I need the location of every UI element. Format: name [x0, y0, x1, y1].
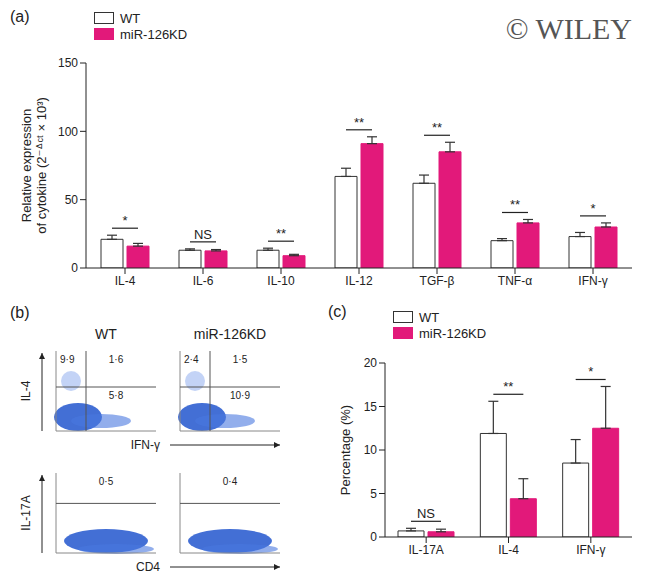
html-text:(c): (c) [328, 303, 347, 320]
svg-text:1·5: 1·5 [233, 354, 248, 365]
svg-text:NS: NS [194, 227, 212, 242]
svg-text:20: 20 [364, 356, 378, 370]
svg-text:**: ** [510, 197, 520, 212]
svg-text:IL-10: IL-10 [267, 274, 295, 288]
html-text:WT: WT [419, 309, 440, 325]
svg-text:CD4: CD4 [136, 560, 160, 572]
svg-text:TGF-β: TGF-β [420, 274, 455, 288]
svg-text:IFN-γ: IFN-γ [576, 543, 605, 557]
svg-text:10·9: 10·9 [230, 390, 250, 401]
svg-text:TNF-α: TNF-α [498, 274, 532, 288]
svg-text:**: ** [432, 120, 442, 135]
svg-text:IL-17A: IL-17A [408, 543, 443, 557]
svg-text:9·9: 9·9 [60, 354, 75, 365]
svg-text:15: 15 [364, 400, 378, 414]
svg-text:IL-17A: IL-17A [19, 495, 33, 530]
svg-text:miR-126KD: miR-126KD [194, 326, 266, 342]
svg-text:50: 50 [65, 193, 79, 207]
svg-text:150: 150 [58, 56, 78, 70]
svg-text:IFN-γ: IFN-γ [131, 438, 160, 452]
svg-text:*: * [588, 364, 593, 379]
svg-text:IL-4: IL-4 [498, 543, 519, 557]
svg-text:0·5: 0·5 [99, 476, 114, 487]
html-text:© WILEY: © WILEY [505, 12, 632, 45]
svg-text:**: ** [354, 115, 364, 130]
svg-text:IL-4: IL-4 [115, 274, 136, 288]
svg-text:WT: WT [95, 326, 117, 342]
svg-text:2·4: 2·4 [184, 354, 199, 365]
svg-text:**: ** [276, 226, 286, 241]
svg-text:IL-12: IL-12 [345, 274, 373, 288]
svg-text:0: 0 [71, 261, 78, 275]
html-text:miR-126KD: miR-126KD [419, 325, 487, 341]
svg-text:**: ** [503, 379, 513, 394]
svg-text:1·6: 1·6 [109, 354, 124, 365]
svg-text:Percentage (%): Percentage (%) [338, 405, 353, 495]
svg-text:(b): (b) [10, 304, 30, 321]
svg-text:0: 0 [370, 530, 377, 544]
svg-text:10: 10 [364, 443, 378, 457]
svg-text:Relative expressionof cytokine: Relative expressionof cytokine (2⁻ᐞᶜᵗ × … [19, 97, 49, 234]
svg-text:IFN-γ: IFN-γ [578, 274, 607, 288]
svg-text:*: * [122, 213, 127, 228]
svg-text:IL-4: IL-4 [19, 380, 33, 401]
html-text:(a): (a) [10, 8, 30, 25]
html-text:miR-126KD: miR-126KD [120, 26, 188, 42]
svg-text:*: * [590, 201, 595, 216]
svg-text:0·4: 0·4 [223, 476, 238, 487]
svg-text:NS: NS [417, 506, 435, 521]
svg-text:5: 5 [370, 487, 377, 501]
svg-text:5·8: 5·8 [109, 390, 124, 401]
svg-text:IL-6: IL-6 [193, 274, 214, 288]
svg-text:100: 100 [58, 125, 78, 139]
html-text:WT: WT [120, 10, 141, 26]
